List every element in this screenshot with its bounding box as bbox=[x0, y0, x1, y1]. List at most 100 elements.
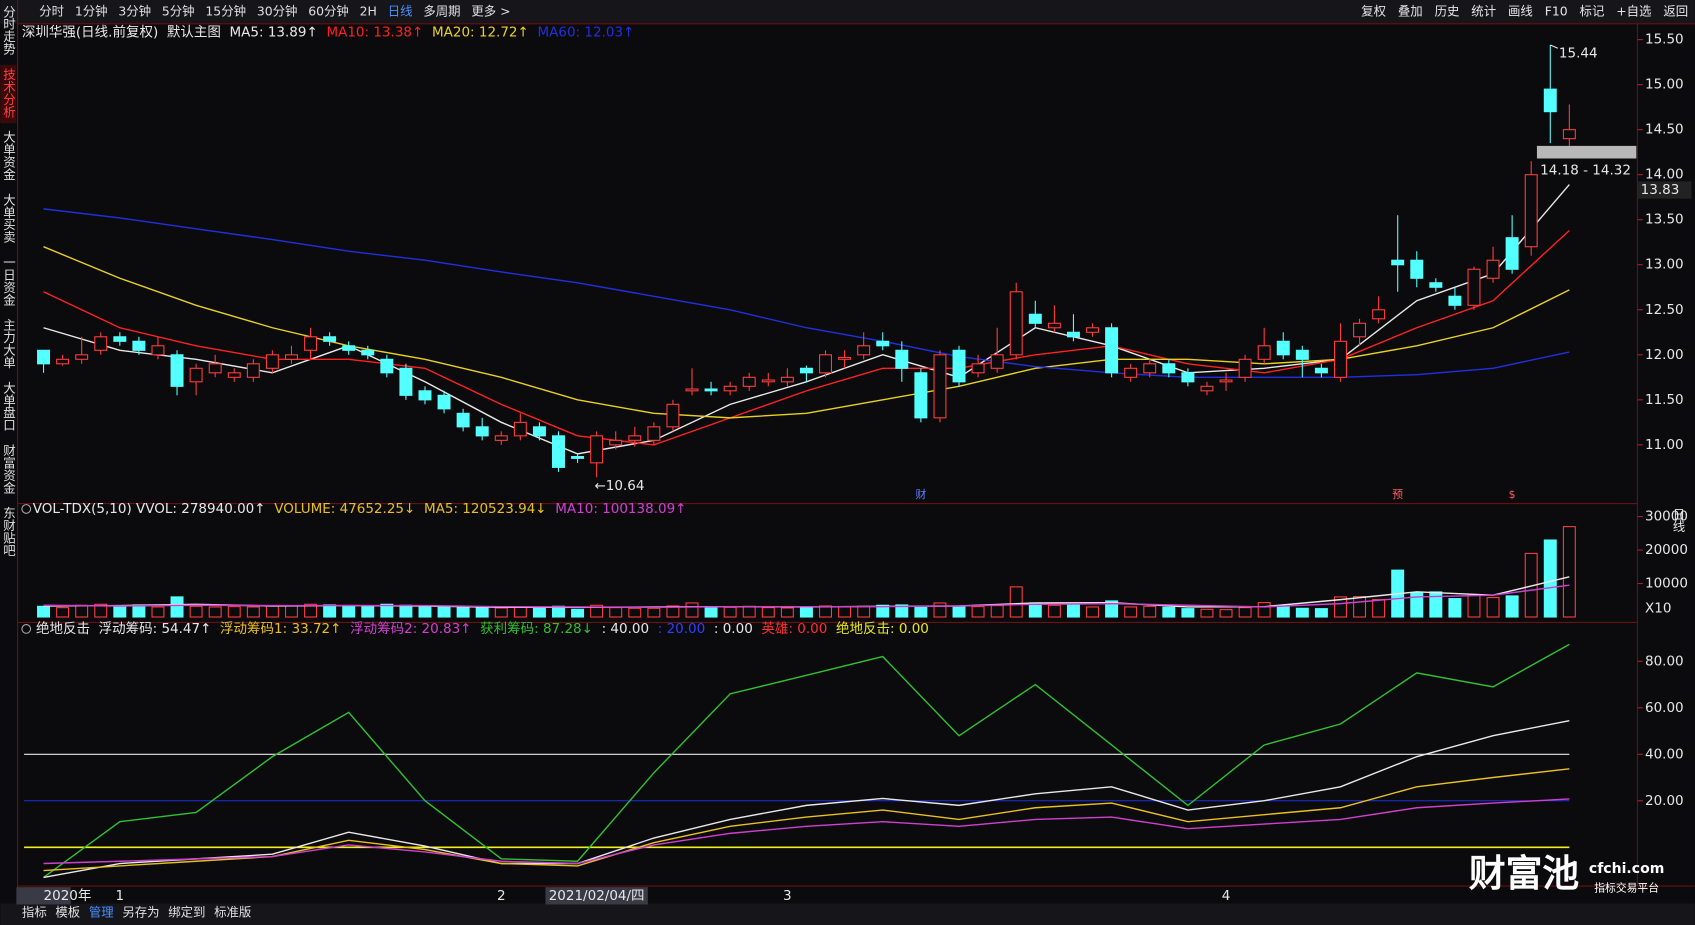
volume-bar bbox=[1162, 606, 1176, 618]
volume-bar bbox=[284, 605, 298, 618]
candle-body bbox=[571, 456, 585, 459]
side-tab[interactable]: 技术分析 bbox=[1, 68, 16, 118]
toolbar-button[interactable]: 历史 bbox=[1435, 3, 1460, 18]
candle-body bbox=[1505, 237, 1519, 270]
bottom-tab[interactable]: 模板 bbox=[55, 905, 80, 920]
volume-bar bbox=[399, 604, 413, 618]
toolbar-button[interactable]: 更多 > bbox=[471, 3, 510, 18]
toolbar-button[interactable]: 统计 bbox=[1471, 3, 1496, 18]
volume-bar bbox=[628, 607, 642, 618]
gap-label: 14.18 - 14.32 bbox=[1540, 162, 1631, 178]
legend-text: MA5: 120523.94↓ bbox=[424, 501, 547, 517]
candle-body bbox=[933, 354, 947, 419]
candle-body bbox=[1372, 309, 1386, 320]
candle-body bbox=[418, 390, 432, 401]
candle-body bbox=[723, 385, 737, 392]
volume-bar bbox=[590, 604, 604, 618]
side-tab[interactable]: 大单买卖 bbox=[1, 193, 16, 243]
volume-bar bbox=[56, 607, 70, 618]
volume-bar bbox=[1333, 596, 1347, 618]
bottom-tab[interactable]: 指标 bbox=[22, 905, 47, 920]
candle-body bbox=[761, 379, 775, 383]
side-tab[interactable]: 大单资金 bbox=[1, 131, 16, 181]
candle-body bbox=[1047, 322, 1061, 329]
series-line bbox=[43, 798, 1570, 865]
y-tick-label: 13.00 bbox=[1645, 257, 1684, 273]
candle-body bbox=[647, 426, 661, 441]
volume-bar bbox=[1219, 609, 1233, 618]
candle-body bbox=[1333, 340, 1347, 378]
volume-bar bbox=[323, 604, 337, 618]
candle-body bbox=[323, 336, 337, 342]
volume-bar bbox=[1562, 526, 1576, 618]
bottom-tab[interactable]: 管理 bbox=[89, 905, 114, 920]
candle-body bbox=[1410, 259, 1424, 279]
candle-body bbox=[952, 349, 966, 383]
candle-body bbox=[780, 376, 794, 383]
toolbar-button[interactable]: 复权 bbox=[1361, 3, 1386, 18]
toolbar-button[interactable]: 1分钟 bbox=[75, 3, 108, 18]
toolbar-button[interactable]: 分时 bbox=[39, 3, 64, 18]
candle-body bbox=[552, 435, 565, 468]
bottom-tab[interactable]: 标准版 bbox=[214, 905, 251, 920]
volume-bar bbox=[1543, 539, 1557, 618]
toolbar-button[interactable]: 15分钟 bbox=[205, 3, 246, 18]
candle-body bbox=[590, 435, 604, 464]
candle-body bbox=[56, 358, 70, 365]
toolbar-button[interactable]: F10 bbox=[1545, 3, 1568, 18]
volume-bar bbox=[132, 604, 146, 618]
candle-body bbox=[819, 354, 832, 374]
side-tab[interactable]: 大单盘口 bbox=[1, 381, 16, 431]
y-tick-label: 11.00 bbox=[1645, 437, 1684, 453]
side-tab[interactable]: 分时走势 bbox=[1, 5, 16, 55]
toolbar-button[interactable]: 3分钟 bbox=[118, 3, 151, 18]
toolbar-button[interactable]: 日线 bbox=[388, 3, 413, 18]
series-line bbox=[43, 768, 1570, 872]
volume-bar bbox=[227, 606, 241, 618]
toolbar-button[interactable]: +自选 bbox=[1616, 3, 1651, 18]
side-tab[interactable]: 财富资金 bbox=[1, 444, 16, 494]
volume-bar bbox=[1353, 596, 1367, 618]
high-label: 15.44 bbox=[1559, 46, 1598, 62]
toolbar-button[interactable]: 30分钟 bbox=[257, 3, 298, 18]
toolbar-button[interactable]: 画线 bbox=[1508, 3, 1533, 18]
legend-text: 获利筹码: 87.28↓ bbox=[480, 620, 593, 637]
toolbar-button[interactable]: 返回 bbox=[1663, 3, 1688, 18]
volume-bar bbox=[475, 606, 489, 618]
x-tick-label: 2021/02/04/四 bbox=[549, 888, 645, 904]
volume-bar bbox=[1047, 604, 1061, 618]
bottom-tab[interactable]: 绑定到 bbox=[168, 905, 205, 920]
volume-bar bbox=[456, 606, 470, 618]
toolbar-button[interactable]: 5分钟 bbox=[162, 3, 195, 18]
toolbar-button[interactable]: 60分钟 bbox=[308, 3, 349, 18]
y-tick-label: 14.00 bbox=[1645, 167, 1684, 183]
toolbar-button[interactable]: 2H bbox=[360, 3, 377, 18]
candle-body bbox=[1162, 363, 1176, 374]
side-tab[interactable]: 主力大单 bbox=[1, 319, 16, 369]
volume-bar bbox=[151, 606, 165, 618]
toolbar-button[interactable]: 叠加 bbox=[1398, 3, 1423, 18]
y-tick-label: 60.00 bbox=[1645, 700, 1684, 716]
side-tab[interactable]: 一日资金 bbox=[1, 256, 16, 306]
candle-body bbox=[494, 435, 508, 441]
legend-text: 浮动筹码2: 20.83↑ bbox=[350, 620, 471, 637]
legend-text: 浮动筹码: 54.47↑ bbox=[99, 620, 212, 637]
series-line bbox=[43, 208, 1570, 379]
side-tab[interactable]: 东财贴吧 bbox=[1, 507, 16, 557]
toolbar-button[interactable]: 标记 bbox=[1580, 3, 1605, 18]
candle-body bbox=[704, 388, 718, 392]
candle-body bbox=[838, 356, 852, 360]
candle-body bbox=[1257, 345, 1271, 360]
candle-body bbox=[1486, 259, 1500, 279]
candle-body bbox=[990, 354, 1004, 369]
candle-body bbox=[609, 439, 623, 446]
toolbar-button[interactable]: 多周期 bbox=[423, 3, 460, 18]
legend-icon bbox=[21, 504, 32, 514]
bottom-tab[interactable]: 另存为 bbox=[122, 905, 159, 920]
candle-body bbox=[742, 376, 756, 387]
legend-text: VOLUME: 47652.25↓ bbox=[274, 501, 415, 517]
y-tick-label: 11.50 bbox=[1645, 392, 1684, 408]
bottom-bar bbox=[0, 903, 1695, 925]
volume-bar bbox=[571, 608, 585, 618]
